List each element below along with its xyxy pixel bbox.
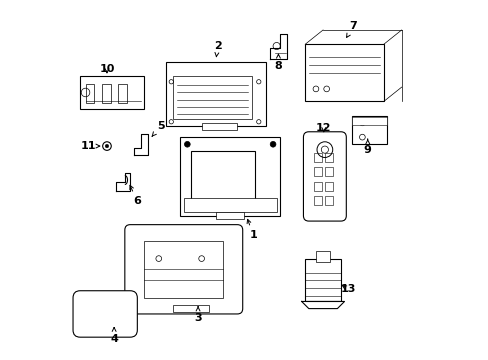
Text: 2: 2: [213, 41, 221, 57]
Circle shape: [105, 144, 108, 148]
Bar: [351, 117, 386, 125]
Bar: [183, 198, 276, 212]
Bar: [102, 84, 110, 103]
Bar: [173, 305, 208, 312]
Bar: [324, 167, 332, 176]
Bar: [313, 182, 322, 191]
Bar: [180, 137, 280, 216]
Bar: [144, 241, 223, 298]
Circle shape: [270, 141, 275, 147]
Bar: [118, 84, 126, 103]
Bar: [313, 196, 322, 205]
Text: 11: 11: [80, 141, 100, 151]
FancyBboxPatch shape: [303, 132, 346, 221]
FancyBboxPatch shape: [73, 291, 137, 337]
Bar: [85, 84, 94, 103]
FancyBboxPatch shape: [124, 225, 242, 314]
Bar: [324, 182, 332, 191]
Text: 4: 4: [110, 328, 118, 344]
Bar: [190, 152, 255, 205]
Bar: [305, 258, 340, 301]
Bar: [165, 62, 265, 126]
Text: 9: 9: [363, 139, 371, 155]
Bar: [324, 153, 332, 162]
Bar: [216, 212, 244, 219]
Text: 3: 3: [194, 307, 202, 323]
Text: 12: 12: [315, 123, 331, 133]
Bar: [305, 44, 383, 102]
Bar: [173, 76, 251, 119]
Text: 5: 5: [152, 121, 164, 136]
Bar: [313, 153, 322, 162]
Text: 13: 13: [340, 284, 355, 294]
Text: 7: 7: [346, 21, 357, 37]
Text: 10: 10: [99, 64, 114, 74]
Bar: [351, 116, 386, 144]
Bar: [201, 123, 237, 130]
Text: 1: 1: [246, 219, 257, 240]
Text: 6: 6: [130, 185, 141, 206]
Bar: [80, 76, 144, 109]
Bar: [315, 251, 329, 262]
Bar: [324, 196, 332, 205]
Bar: [313, 167, 322, 176]
Text: 8: 8: [274, 54, 282, 71]
Circle shape: [184, 141, 190, 147]
